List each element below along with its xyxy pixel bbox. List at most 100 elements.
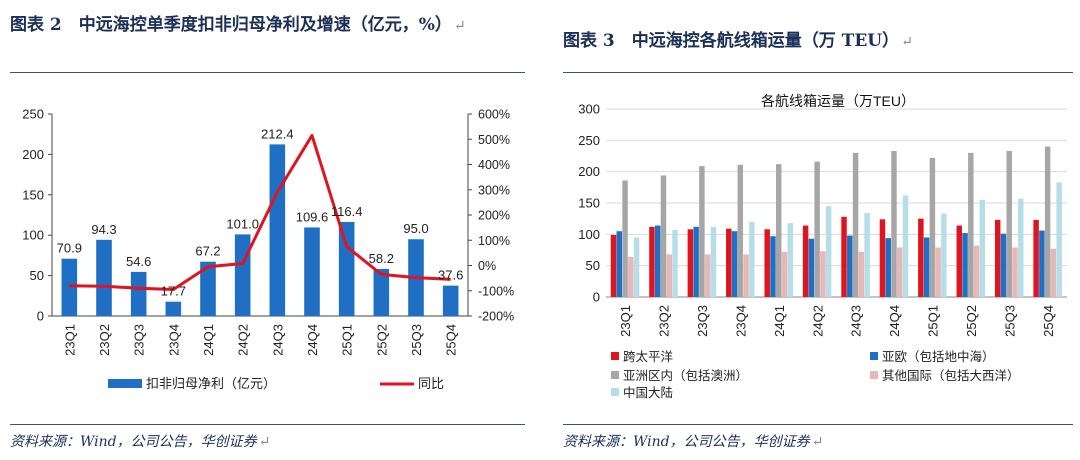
volume-bar: [864, 213, 870, 297]
volume-bar: [687, 229, 694, 297]
volume-bar: [1006, 150, 1012, 297]
x-tick-label: 24Q2: [810, 305, 825, 337]
volume-bar: [616, 231, 623, 297]
volume-bar: [1044, 146, 1051, 297]
volume-bar: [654, 225, 661, 297]
yoy-line: [69, 133, 451, 291]
legend-label: 亚洲区内（包括澳洲）: [623, 368, 748, 383]
data-label: 109.6: [296, 209, 329, 224]
volume-bar: [726, 228, 732, 297]
y-tick-label: 100: [22, 228, 44, 243]
right-source-rule: [563, 424, 1073, 425]
volume-bar: [879, 219, 886, 297]
x-tick-label: 23Q2: [657, 305, 672, 337]
volume-bar: [918, 218, 924, 297]
legend-label: 其他国际（包括大西洋）: [882, 368, 1020, 383]
volume-bar: [610, 234, 617, 297]
x-tick-label: 25Q4: [444, 324, 459, 356]
volume-bar: [956, 225, 963, 297]
x-tick-label: 24Q4: [887, 305, 902, 337]
profit-bar: [165, 301, 182, 316]
volume-bar: [649, 226, 655, 297]
volume-bar: [1012, 247, 1018, 297]
right-caption: 图表 3 中远海控各航线箱运量（万 TEU） ↵: [563, 31, 913, 51]
right-panel: 图表 3 中远海控各航线箱运量（万 TEU） ↵ 各航线箱运量（万TEU） 0 50 1…: [553, 0, 1080, 460]
y-tick-label: 100: [578, 227, 600, 242]
y-tick-label: 300: [578, 102, 600, 117]
y-right-tick-label: -200%: [478, 310, 514, 324]
volume-bar: [968, 152, 974, 297]
volume-bar: [710, 226, 717, 297]
y-right-tick-label: 600%: [478, 108, 510, 122]
volume-bar: [704, 254, 711, 297]
return-mark: ↵: [258, 434, 271, 450]
volume-bar: [929, 157, 936, 297]
legend-label-yoy: 同比: [418, 376, 444, 391]
x-tick-label: 25Q1: [926, 305, 941, 337]
x-tick-label: 23Q3: [132, 324, 147, 356]
volume-bar: [941, 213, 947, 297]
legend-swatch: [870, 371, 878, 379]
volume-bar: [973, 245, 980, 297]
volume-bar: [749, 221, 755, 297]
x-tick-label: 24Q4: [305, 324, 320, 356]
volume-bar: [1056, 182, 1062, 297]
profit-bar: [304, 227, 320, 316]
volume-bar: [672, 229, 678, 297]
volume-bar: [962, 233, 968, 297]
x-tick-label: 25Q4: [1041, 305, 1056, 337]
volume-bar: [737, 164, 744, 297]
volume-bar: [731, 231, 738, 297]
legend-swatch: [870, 352, 878, 360]
data-label: 54.6: [126, 254, 151, 269]
volume-bar: [841, 216, 847, 297]
data-label: 116.4: [331, 204, 363, 219]
left-chart: 0 50 100 150 200 250 -200% -100% 0% 100% 200% 300% 4…: [22, 107, 514, 392]
left-caption: 图表 2 中远海控单季度扣非归母净利及增速（亿元，%） ↵: [10, 15, 466, 35]
volume-bar: [902, 195, 909, 297]
x-tick-label: 23Q1: [62, 324, 77, 356]
volume-bar: [858, 251, 865, 297]
return-mark: ↵: [901, 34, 913, 50]
profit-bar: [269, 144, 286, 316]
data-label: 212.4: [261, 126, 294, 141]
y-right-tick-label: 0%: [478, 259, 496, 273]
legend-swatch: [611, 352, 619, 360]
profit-bar: [96, 239, 112, 316]
y-right-tick-label: 100%: [478, 234, 510, 248]
x-tick-label: 24Q1: [201, 324, 216, 356]
legend-swatch: [611, 371, 619, 379]
y-right-tick-label: 400%: [478, 158, 510, 172]
x-tick-label: 25Q2: [964, 305, 979, 337]
volume-bar: [1050, 248, 1057, 297]
return-mark: ↵: [453, 18, 466, 34]
volume-bar: [1000, 233, 1007, 297]
y-tick-label: 250: [22, 107, 44, 122]
volume-bar: [622, 180, 628, 297]
volume-bar: [628, 256, 634, 297]
profit-bar: [373, 268, 390, 316]
y-tick-label: 0: [593, 290, 600, 305]
volume-bar: [787, 223, 793, 297]
volume-bar: [633, 237, 640, 297]
y-tick-label: 50: [30, 268, 44, 283]
data-label: 70.9: [57, 241, 82, 256]
volume-bar: [885, 238, 891, 297]
y-right-tick-label: -100%: [478, 284, 514, 298]
legend-swatch: [611, 388, 619, 396]
volume-bar: [1039, 230, 1045, 297]
y-tick-label: 250: [578, 133, 600, 148]
legend-label: 中国大陆: [623, 385, 673, 400]
profit-bar: [442, 285, 459, 316]
profit-bar: [234, 234, 251, 316]
right-source: 资料来源：Wind，公司公告，华创证券 ↵: [563, 434, 824, 450]
x-tick-label: 23Q2: [97, 324, 112, 356]
volume-bar: [1033, 219, 1039, 297]
right-chart: 各航线箱运量（万TEU） 0 50 100 150 200 250 300 23Q1 23Q2 23…: [578, 93, 1067, 400]
volume-bar: [891, 150, 897, 297]
y-right-tick-label: 200%: [478, 209, 510, 223]
volume-bar: [820, 251, 826, 297]
volume-bar: [1018, 198, 1024, 297]
y-right-tick-label: 300%: [478, 183, 510, 197]
y-tick-label: 50: [586, 258, 600, 273]
